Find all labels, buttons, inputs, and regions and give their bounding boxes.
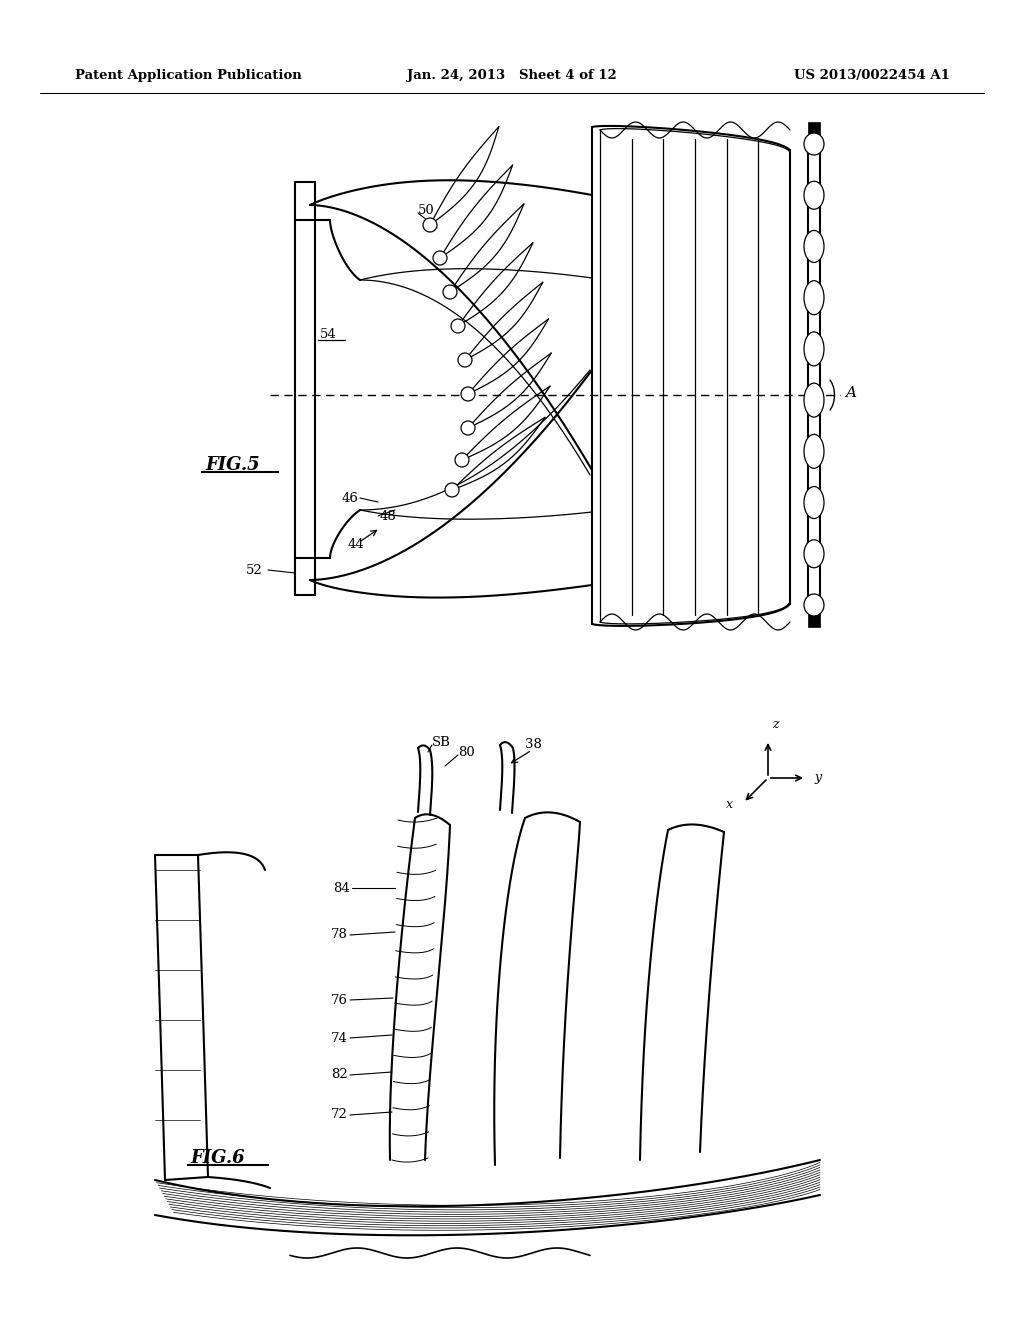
- Ellipse shape: [423, 218, 437, 232]
- Text: A: A: [845, 385, 856, 400]
- Ellipse shape: [451, 319, 465, 333]
- Ellipse shape: [461, 421, 475, 436]
- Text: SB: SB: [432, 735, 451, 748]
- Ellipse shape: [455, 453, 469, 467]
- Ellipse shape: [804, 281, 824, 314]
- Text: 80: 80: [458, 746, 475, 759]
- Text: x: x: [726, 797, 733, 810]
- Text: US 2013/0022454 A1: US 2013/0022454 A1: [795, 70, 950, 82]
- Text: 76: 76: [331, 994, 348, 1006]
- Ellipse shape: [461, 387, 475, 401]
- Ellipse shape: [804, 434, 824, 469]
- Ellipse shape: [804, 181, 824, 210]
- Ellipse shape: [804, 331, 824, 366]
- Text: 52: 52: [246, 564, 263, 577]
- Text: z: z: [772, 718, 778, 731]
- Text: 54: 54: [319, 329, 337, 342]
- Text: 82: 82: [331, 1068, 348, 1081]
- Text: y: y: [814, 771, 821, 784]
- Text: 38: 38: [525, 738, 542, 751]
- Text: Patent Application Publication: Patent Application Publication: [75, 70, 302, 82]
- Text: 44: 44: [348, 539, 365, 552]
- Ellipse shape: [804, 487, 824, 519]
- Text: 46: 46: [341, 491, 358, 504]
- Ellipse shape: [804, 133, 824, 154]
- Text: Jan. 24, 2013   Sheet 4 of 12: Jan. 24, 2013 Sheet 4 of 12: [408, 70, 616, 82]
- Text: 84: 84: [333, 882, 350, 895]
- Text: 78: 78: [331, 928, 348, 941]
- Ellipse shape: [804, 540, 824, 568]
- Polygon shape: [808, 121, 820, 140]
- Ellipse shape: [804, 383, 824, 417]
- Text: FIG.6: FIG.6: [190, 1148, 245, 1167]
- Text: 50: 50: [418, 203, 435, 216]
- Ellipse shape: [443, 285, 457, 300]
- Ellipse shape: [804, 231, 824, 263]
- Text: FIG.5: FIG.5: [205, 455, 260, 474]
- Ellipse shape: [433, 251, 447, 265]
- Ellipse shape: [458, 352, 472, 367]
- Polygon shape: [808, 609, 820, 627]
- Ellipse shape: [804, 594, 824, 616]
- Text: 72: 72: [331, 1109, 348, 1122]
- Text: 74: 74: [331, 1031, 348, 1044]
- Text: 48: 48: [380, 510, 396, 523]
- Ellipse shape: [445, 483, 459, 498]
